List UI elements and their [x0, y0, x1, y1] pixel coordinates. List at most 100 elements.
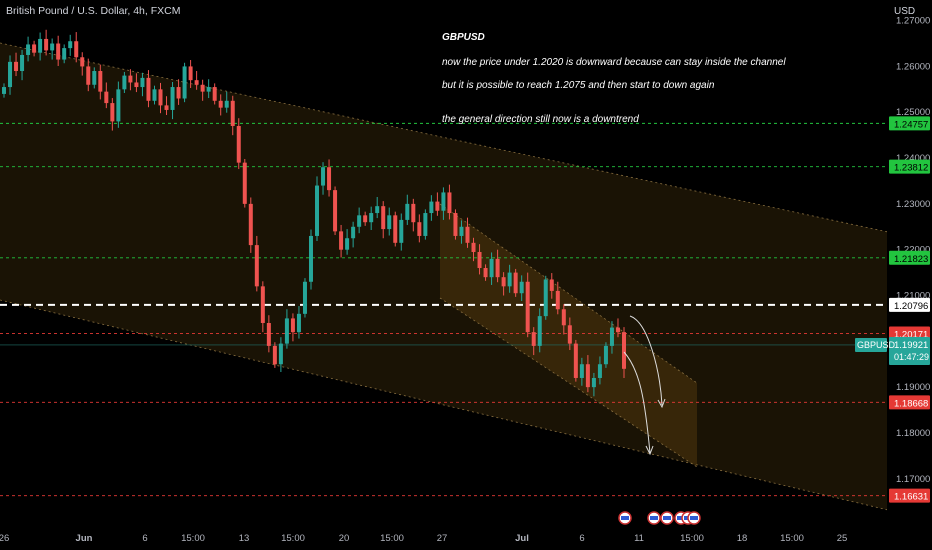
candle-body	[567, 325, 572, 344]
x-tick-label: 11	[634, 533, 644, 544]
y-tick-label: 1.25000	[896, 107, 930, 118]
candle-body	[38, 38, 43, 53]
candle-body	[351, 226, 356, 239]
candle-body	[495, 258, 500, 278]
candle-body	[381, 206, 386, 230]
price-label-box	[889, 488, 930, 503]
candle-body	[152, 89, 157, 101]
price-label: 1.20171	[894, 329, 928, 340]
candle-body	[218, 100, 223, 108]
x-tick-label: 6	[142, 533, 147, 544]
candle-body	[399, 219, 404, 243]
candle-body	[164, 105, 169, 110]
candle-body	[308, 235, 313, 282]
currency-label[interactable]: USD	[894, 6, 916, 17]
annotation-line-3: the general direction still now is a dow…	[442, 114, 639, 125]
annotation-line-1: now the price under 1.2020 is downward b…	[442, 57, 786, 68]
candle-body	[254, 245, 259, 287]
candle-body	[26, 44, 31, 55]
candle-body	[615, 327, 620, 333]
price-label-box	[889, 297, 930, 312]
candle-body	[134, 82, 139, 88]
price-label-box	[889, 250, 930, 265]
candle-body	[188, 66, 193, 81]
candle-body	[501, 277, 506, 287]
price-label: 1.20796	[894, 301, 928, 312]
event-flag-stripe	[690, 516, 698, 520]
symbol-tag: GBPUSD	[857, 340, 896, 350]
price-label: 1.24757	[894, 119, 928, 130]
candle-body	[315, 185, 320, 236]
y-tick-label: 1.19000	[896, 382, 930, 393]
candle-body	[489, 258, 494, 278]
candle-body	[104, 91, 109, 104]
candle-body	[98, 71, 103, 92]
x-tick-label: 27	[437, 533, 448, 544]
candle-body	[14, 61, 19, 72]
annotation-title: GBPUSD	[442, 32, 485, 43]
y-tick-label: 1.23000	[896, 199, 930, 210]
candle-body	[387, 215, 392, 230]
x-tick-label: 15:00	[680, 533, 704, 544]
candle-body	[393, 215, 398, 243]
x-tick-label: 15:00	[181, 533, 205, 544]
candle-body	[357, 215, 362, 227]
candle-body	[140, 77, 145, 88]
candle-body	[248, 203, 253, 246]
y-tick-label: 1.18000	[896, 428, 930, 439]
candle-body	[20, 54, 25, 72]
y-tick-label: 1.22000	[896, 245, 930, 256]
price-label: 1.23812	[894, 163, 928, 174]
candle-body	[561, 309, 566, 326]
candle-body	[622, 332, 626, 369]
candle-body	[8, 61, 13, 88]
x-tick-label: 15:00	[380, 533, 404, 544]
candle-body	[194, 80, 199, 85]
last-price-value: 1.19921	[894, 340, 928, 351]
main-channel-bottom	[0, 299, 889, 511]
candle-body	[122, 75, 127, 90]
price-label: 1.18668	[894, 398, 928, 409]
candle-body	[200, 84, 205, 92]
candle-body	[296, 313, 301, 333]
candle-body	[272, 345, 277, 365]
candle-body	[224, 100, 229, 108]
candle-body	[591, 377, 596, 388]
candle-body	[266, 322, 271, 346]
candle-body	[74, 41, 79, 58]
candlesticks	[2, 29, 626, 397]
arrow-path-1	[629, 315, 663, 406]
candle-body	[333, 190, 338, 232]
candle-body	[585, 364, 590, 388]
candle-body	[2, 87, 6, 94]
main-channel-fill	[0, 43, 888, 510]
candle-body	[146, 77, 151, 101]
x-tick-label: Jun	[76, 533, 93, 544]
candle-body	[68, 41, 73, 49]
candle-body	[116, 89, 121, 122]
candle-body	[345, 238, 350, 250]
candle-body	[230, 100, 235, 126]
candle-body	[525, 281, 530, 333]
x-tick-label: 26	[0, 533, 9, 544]
candle-body	[56, 43, 61, 60]
candle-body	[242, 162, 247, 204]
candle-body	[429, 201, 434, 214]
candle-body	[543, 279, 548, 317]
candle-body	[92, 71, 97, 85]
event-markers	[618, 511, 701, 525]
candle-body	[555, 290, 560, 310]
candle-body	[537, 316, 542, 346]
candle-body	[573, 343, 578, 378]
candle-body	[603, 345, 608, 365]
candle-body	[441, 192, 446, 211]
price-label-box	[889, 395, 930, 410]
candle-body	[513, 272, 518, 294]
candle-body	[435, 201, 440, 211]
candle-body	[459, 226, 464, 236]
candle-body	[477, 251, 482, 269]
y-tick-label: 1.27000	[896, 16, 930, 27]
candle-body	[110, 103, 115, 122]
symbol-title[interactable]: British Pound / U.S. Dollar, 4h, FXCM	[6, 5, 181, 17]
